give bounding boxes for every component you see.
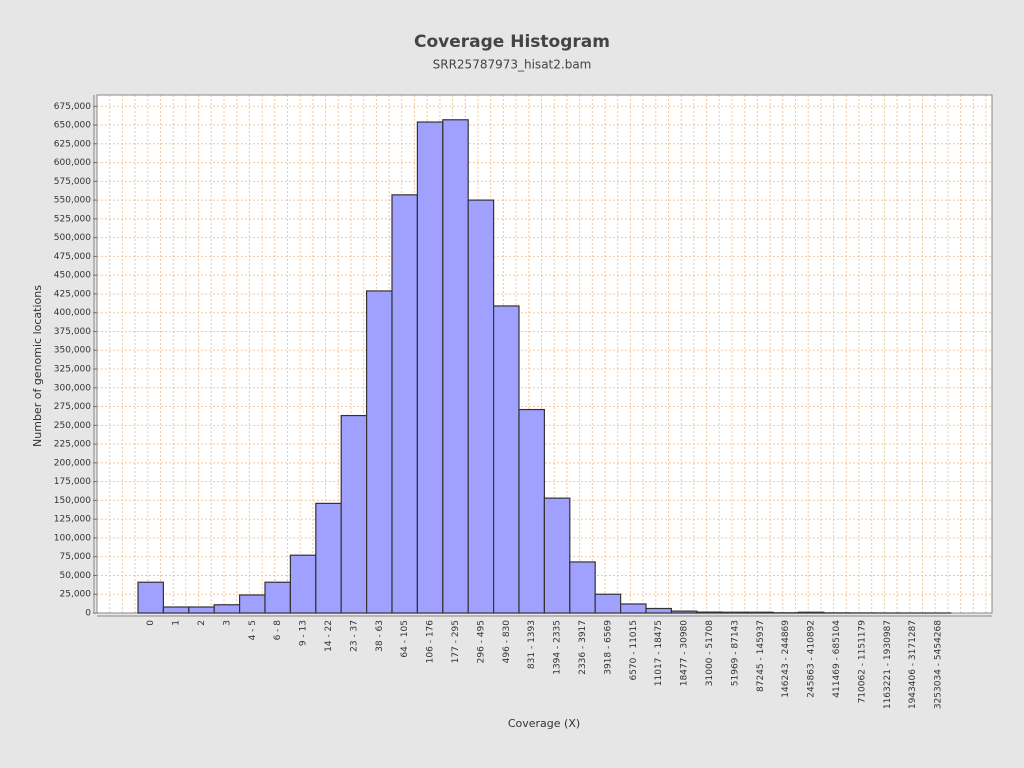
bar (340, 414, 368, 614)
bar (721, 611, 749, 614)
y-tick-label: 575,000 (54, 177, 91, 187)
y-tick-label: 525,000 (54, 214, 91, 224)
y-tick-label: 500,000 (54, 233, 91, 243)
x-tick-label: 4 - 5 (248, 620, 258, 640)
x-tick-label: 3918 - 6569 (603, 620, 613, 675)
y-axis-label: Number of genomic locations (31, 285, 44, 447)
bar (391, 194, 418, 614)
y-tick-label: 275,000 (54, 402, 91, 412)
x-tick-label: 146243 - 244869 (781, 620, 791, 698)
y-tick-label: 650,000 (54, 121, 91, 131)
bar (213, 604, 241, 614)
x-tick-label: 11017 - 18475 (654, 620, 664, 686)
y-tick-label: 550,000 (54, 196, 91, 206)
y-tick-label: 350,000 (54, 346, 91, 356)
bar (696, 611, 723, 614)
x-tick-label: 3 (222, 620, 232, 626)
x-tick-label: 2336 - 3917 (578, 620, 588, 675)
y-tick-label: 300,000 (54, 383, 91, 393)
x-tick-label: 6570 - 11015 (629, 620, 639, 681)
y-tick-label: 75,000 (60, 552, 92, 562)
x-tick-label: 1943406 - 3171287 (908, 620, 918, 709)
chart-title: Coverage Histogram (414, 32, 610, 52)
bar (442, 119, 469, 614)
y-tick-label: 200,000 (54, 458, 91, 468)
y-tick-label: 250,000 (54, 421, 91, 431)
chart-subtitle: SRR25787973_hisat2.bam (433, 58, 592, 72)
bar (670, 610, 698, 614)
y-tick-label: 175,000 (54, 477, 91, 487)
x-tick-label: 245863 - 410892 (807, 620, 817, 698)
x-tick-label: 23 - 37 (349, 620, 359, 652)
bar (188, 606, 215, 614)
x-tick-label: 0 (146, 620, 156, 626)
x-tick-label: 106 - 176 (426, 620, 436, 664)
x-tick-label: 64 - 105 (400, 620, 410, 658)
x-tick-label: 710062 - 1151179 (857, 620, 867, 704)
x-axis-label: Coverage (X) (508, 717, 580, 730)
bar (797, 611, 825, 614)
x-tick-label: 18477 - 30980 (680, 620, 690, 687)
bar (746, 611, 774, 614)
y-tick-label: 50,000 (60, 571, 92, 581)
bar (137, 581, 164, 614)
x-tick-label: 31000 - 51708 (705, 620, 715, 687)
bar (619, 603, 647, 614)
x-tick-label: 14 - 22 (324, 620, 334, 652)
y-tick-label: 400,000 (54, 308, 91, 318)
x-tick-label: 411469 - 685104 (832, 620, 842, 698)
x-tick-label: 1 (172, 620, 182, 626)
x-tick-label: 831 - 1393 (527, 620, 537, 669)
y-tick-label: 225,000 (54, 440, 91, 450)
x-tick-label: 6 - 8 (273, 620, 283, 641)
y-tick-label: 100,000 (54, 533, 91, 543)
y-tick-label: 125,000 (54, 515, 91, 525)
x-tick-label: 9 - 13 (299, 620, 309, 646)
bar (239, 594, 266, 614)
y-tick-label: 375,000 (54, 327, 91, 337)
y-tick-label: 675,000 (54, 102, 91, 112)
bar (493, 305, 520, 614)
bar (467, 199, 495, 614)
bar (315, 502, 342, 614)
y-tick-label: 600,000 (54, 158, 91, 168)
bar (162, 606, 190, 614)
x-tick-label: 177 - 295 (451, 620, 461, 663)
x-tick-label: 1163221 - 1930987 (883, 620, 893, 709)
bar (543, 497, 571, 614)
x-tick-label: 87245 - 145937 (756, 620, 766, 692)
y-tick-label: 25,000 (60, 590, 92, 600)
x-tick-label: 38 - 63 (375, 620, 385, 652)
x-tick-label: 2 (197, 620, 207, 626)
y-tick-label: 475,000 (54, 252, 91, 262)
y-tick-label: 150,000 (54, 496, 91, 506)
y-tick-label: 325,000 (54, 365, 91, 375)
bar (366, 290, 393, 614)
bar (594, 593, 622, 614)
bar (645, 607, 672, 614)
x-tick-label: 1394 - 2335 (553, 620, 563, 675)
bar (264, 581, 291, 614)
bar (569, 561, 596, 614)
x-tick-label: 296 - 495 (476, 620, 486, 663)
x-tick-label: 51969 - 87143 (730, 620, 740, 686)
x-tick-label: 496 - 830 (502, 620, 512, 664)
y-tick-label: 450,000 (54, 271, 91, 281)
x-tick-label: 3253034 - 5454268 (934, 620, 944, 709)
bar (518, 408, 545, 614)
bar (416, 121, 444, 614)
y-tick-label: 625,000 (54, 139, 91, 149)
y-tick-label: 0 (85, 609, 91, 619)
y-tick-label: 425,000 (54, 289, 91, 299)
bar (289, 554, 317, 614)
